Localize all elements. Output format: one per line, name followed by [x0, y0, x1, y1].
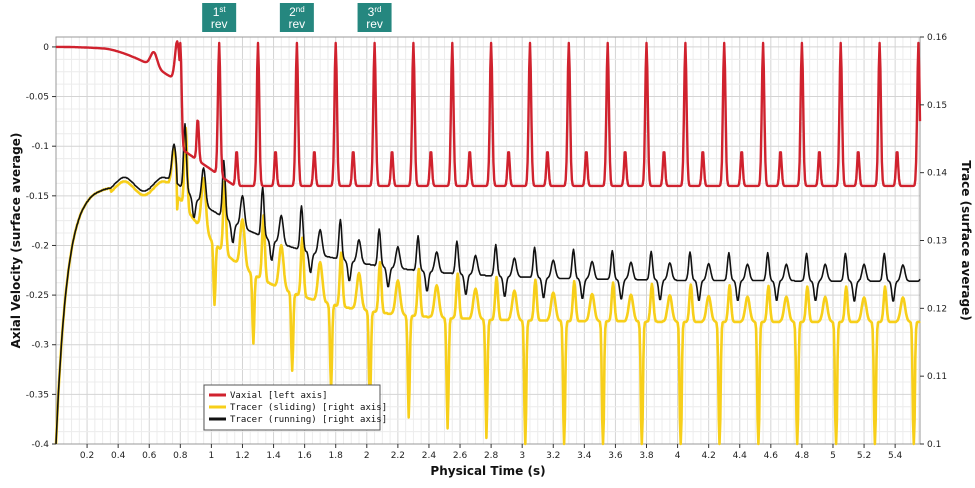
x-tick-label: 4.8	[795, 451, 810, 461]
left-tick-label: -0.25	[26, 291, 49, 301]
rev-marker-word: rev	[289, 17, 306, 31]
left-tick-label: -0.1	[31, 142, 49, 152]
right-axis-ticks: 0.16 0.15 0.14 0.13 0.12 0.11 0.1	[920, 33, 947, 450]
right-tick-label: 0.12	[927, 304, 947, 314]
right-tick-label: 0.1	[927, 440, 941, 450]
legend: Vaxial [left axis] Tracer (sliding) [righ…	[203, 384, 387, 431]
left-tick-label: -0.15	[26, 192, 49, 202]
x-axis-title: Physical Time (s)	[430, 464, 545, 478]
x-tick-label: 4.6	[764, 451, 779, 461]
x-tick-label: 2.4	[422, 451, 437, 461]
series-layer	[54, 40, 922, 446]
x-tick-label: 3	[519, 451, 525, 461]
rev-marker-number: 1	[213, 5, 220, 19]
left-tick-label: -0.2	[31, 241, 49, 251]
x-tick-label: 0.2	[80, 451, 94, 461]
left-tick-label: -0.05	[26, 93, 49, 103]
left-axis-ticks: 0 -0.05 -0.1 -0.15 -0.2 -0.25 -0.3 -0.35 -0.4	[26, 43, 56, 450]
x-tick-label: 1.6	[297, 451, 312, 461]
rev-marker-suffix: st	[219, 5, 226, 14]
x-tick-label: 0.4	[111, 451, 126, 461]
rev-marker-label: 2nd	[289, 5, 305, 19]
rev-marker-box	[202, 3, 237, 32]
left-tick-label: 0	[43, 43, 49, 53]
x-tick-label: 1.2	[235, 451, 249, 461]
x-tick-label: 1	[209, 451, 215, 461]
legend-label-vaxial: Vaxial [left axis]	[230, 391, 328, 401]
x-tick-label: 3.4	[577, 451, 592, 461]
x-tick-label: 0.8	[173, 451, 188, 461]
rev-marker-number: 3	[368, 5, 375, 19]
x-tick-label: 2	[364, 451, 370, 461]
rev-marker-suffix: rd	[374, 5, 381, 14]
x-tick-label: 5.2	[857, 451, 871, 461]
legend-box	[203, 384, 381, 431]
x-tick-label: 3.2	[546, 451, 560, 461]
right-tick-label: 0.13	[927, 237, 947, 247]
x-tick-label: 5	[830, 451, 836, 461]
x-tick-label: 2.8	[484, 451, 499, 461]
rev-marker-word: rev	[366, 17, 383, 31]
x-tick-label: 4.2	[701, 451, 715, 461]
rev-marker-suffix: nd	[296, 5, 305, 14]
x-tick-label: 4.4	[733, 451, 748, 461]
x-tick-label: 1.8	[329, 451, 344, 461]
right-tick-label: 0.11	[927, 372, 947, 382]
x-tick-label: 3.6	[608, 451, 623, 461]
left-tick-label: -0.3	[31, 341, 49, 351]
legend-label-running: Tracer (running) [right axis]	[230, 415, 387, 425]
rev-marker-label: 3rd	[368, 5, 382, 19]
rev-marker-box	[279, 3, 314, 32]
series-line-running	[55, 123, 921, 445]
series-line-vaxial	[55, 40, 922, 188]
right-tick-label: 0.16	[927, 33, 947, 43]
right-axis-title: Trace (surface average)	[959, 160, 973, 320]
x-tick-label: 4	[675, 451, 681, 461]
x-axis-ticks: 0.2 0.4 0.6 0.8 1 1.2 1.4 1.6 1.8 2 2.2 2.4 2.6 2.8 3 3…	[80, 444, 903, 461]
x-tick-label: 5.4	[888, 451, 903, 461]
x-tick-label: 3.8	[639, 451, 654, 461]
rev-marker-label: 1st	[213, 5, 227, 19]
right-tick-label: 0.15	[927, 101, 947, 111]
left-tick-label: -0.4	[31, 440, 49, 450]
x-tick-label: 0.6	[142, 451, 157, 461]
rev-marker-number: 2	[289, 5, 296, 19]
rev-marker-word: rev	[211, 17, 228, 31]
x-tick-label: 1.4	[266, 451, 281, 461]
left-tick-label: -0.35	[26, 390, 49, 400]
rev-marker-box	[357, 3, 392, 32]
left-axis-title: Axial Velocity (surface average)	[9, 133, 23, 349]
series-line-sliding	[54, 126, 921, 446]
x-tick-label: 2.2	[391, 451, 405, 461]
right-tick-label: 0.14	[927, 169, 947, 179]
legend-label-sliding: Tracer (sliding) [right axis]	[230, 403, 387, 413]
x-tick-label: 2.6	[453, 451, 468, 461]
